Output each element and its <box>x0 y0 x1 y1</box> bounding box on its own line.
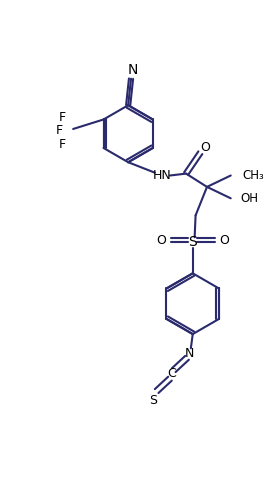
Text: O: O <box>156 234 166 247</box>
Text: CH₃: CH₃ <box>242 169 264 182</box>
Text: F: F <box>55 125 63 137</box>
Text: F: F <box>59 138 66 151</box>
Text: OH: OH <box>240 192 258 205</box>
Text: O: O <box>200 141 210 154</box>
Text: N: N <box>128 63 138 77</box>
Text: S: S <box>188 235 197 249</box>
Text: HN: HN <box>153 169 172 182</box>
Text: S: S <box>149 394 157 407</box>
Text: F: F <box>59 111 66 124</box>
Text: O: O <box>219 234 229 247</box>
Text: N: N <box>184 347 194 359</box>
Text: C: C <box>167 368 176 381</box>
